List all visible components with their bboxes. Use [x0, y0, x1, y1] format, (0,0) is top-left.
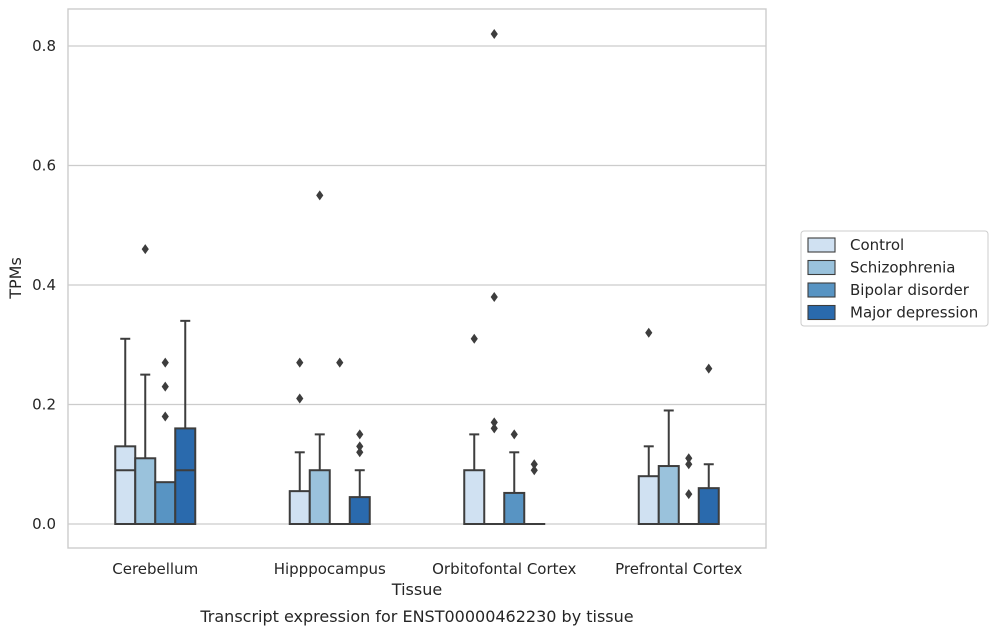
x-tick-label: Orbitofontal Cortex: [432, 560, 576, 578]
box-body: [348, 496, 371, 525]
outlier-point: [336, 357, 344, 368]
box-3-3: [697, 363, 720, 525]
box-0-2: [463, 333, 486, 526]
y-tick-labels: 0.0 0.2 0.4 0.6 0.8: [32, 37, 56, 533]
box-1-1: [308, 190, 331, 526]
legend-label: Control: [850, 236, 904, 254]
box-body: [697, 487, 720, 525]
outlier-point: [161, 357, 169, 368]
x-tick-label: Hipppocampus: [274, 560, 386, 578]
box-body: [134, 457, 157, 525]
legend-label: Bipolar disorder: [850, 281, 970, 299]
box-0-3: [637, 327, 660, 526]
legend-swatch: [807, 304, 836, 321]
outlier-point: [645, 327, 653, 338]
box-body: [114, 445, 137, 526]
legend-swatch: [807, 259, 836, 276]
outlier-point: [490, 417, 498, 428]
box-1-3: [657, 409, 680, 526]
box-2-0: [154, 357, 177, 525]
box-2-1: [328, 357, 351, 526]
box-3-2: [523, 459, 546, 526]
outlier-point: [141, 244, 149, 255]
box-2-2: [503, 429, 526, 525]
box-body: [288, 490, 311, 526]
outlier-point: [296, 393, 304, 404]
x-tick-labels: Cerebellum Hipppocampus Orbitofontal Corte…: [112, 560, 742, 578]
outlier-point: [470, 333, 478, 344]
outlier-point: [296, 357, 304, 368]
box-body: [308, 469, 331, 526]
x-tick-label: Prefrontal Cortex: [615, 560, 742, 578]
outlier-point: [316, 190, 324, 201]
plot-frame: [67, 8, 767, 549]
outlier-point: [356, 441, 364, 452]
legend-frame: [800, 230, 989, 327]
box-1-0: [134, 244, 157, 525]
outlier-point: [490, 291, 498, 302]
box-body: [174, 427, 197, 525]
y-axis-label: TPMs: [6, 257, 25, 300]
boxes-layer: [114, 29, 720, 526]
outlier-point: [161, 411, 169, 422]
outlier-point: [161, 381, 169, 392]
legend-swatch: [807, 237, 836, 253]
outlier-point: [356, 447, 364, 458]
outlier-point: [685, 459, 693, 470]
box-body: [657, 465, 680, 526]
box-body: [463, 469, 486, 526]
box-0-0: [114, 337, 137, 526]
x-axis-label: Tissue: [391, 580, 442, 599]
outlier-point: [685, 453, 693, 464]
box-1-2: [483, 29, 506, 526]
legend: Control Schizophrenia Bipolar disorder Majo…: [800, 230, 989, 327]
grid-layer: [68, 45, 766, 525]
outlier-point: [510, 429, 518, 440]
y-tick-label: 0.6: [32, 157, 56, 175]
y-tick-label: 0.4: [32, 276, 56, 294]
legend-label: Major depression: [850, 304, 978, 322]
box-2-3: [677, 453, 700, 526]
box-3-1: [348, 429, 371, 525]
box-3-0: [174, 319, 197, 525]
legend-swatch: [807, 282, 836, 298]
legend-label: Schizophrenia: [850, 259, 955, 277]
box-0-1: [288, 357, 311, 526]
outlier-point: [530, 465, 538, 476]
outlier-point: [490, 423, 498, 434]
outlier-point: [490, 29, 498, 40]
outlier-point: [356, 429, 364, 440]
box-body: [154, 481, 177, 525]
outlier-point: [705, 363, 713, 374]
outlier-point: [530, 459, 538, 470]
y-tick-label: 0.0: [32, 515, 56, 533]
outlier-point: [685, 489, 693, 500]
box-body: [503, 491, 526, 525]
y-tick-label: 0.8: [32, 37, 56, 55]
x-tick-label: Cerebellum: [112, 560, 198, 578]
chart-caption: Transcript expression for ENST0000046223…: [199, 607, 633, 626]
box-body: [637, 475, 660, 526]
y-tick-label: 0.2: [32, 396, 56, 414]
